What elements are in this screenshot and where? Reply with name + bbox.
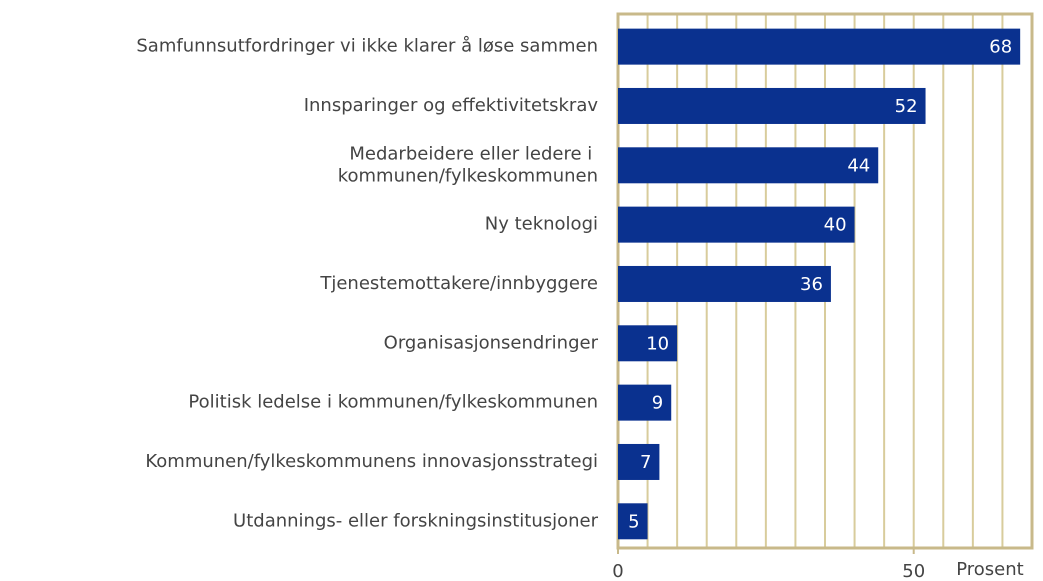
bar	[618, 265, 831, 302]
y-tick-label: Kommunen/fylkeskommunens innovasjonsstra…	[145, 451, 598, 472]
bar	[618, 147, 879, 184]
data-label: 44	[847, 155, 870, 176]
bar	[618, 325, 678, 362]
x-tick-label: 50	[902, 561, 925, 581]
label-line: kommunen/fylkeskommunen	[338, 165, 598, 186]
bar	[618, 503, 648, 540]
y-tick-label: Politisk ledelse i kommunen/fylkeskommun…	[188, 392, 598, 413]
y-tick-label: Organisasjonsendringer	[384, 332, 599, 353]
y-tick-label: Innsparinger og effektivitetskrav	[304, 95, 599, 116]
y-tick-label: Tjenestemottakere/innbyggere	[319, 273, 598, 294]
x-tick-label: 0	[612, 561, 623, 581]
data-label: 7	[640, 452, 651, 473]
bar	[618, 28, 1021, 65]
bar	[618, 384, 672, 421]
bar	[618, 443, 660, 480]
data-label: 5	[628, 511, 639, 532]
label-line: Medarbeidere eller ledere i	[349, 143, 598, 164]
y-tick-label: Ny teknologi	[485, 214, 598, 235]
data-label: 9	[652, 393, 663, 414]
data-label: 36	[800, 274, 823, 295]
y-tick-label: Medarbeidere eller ledere i kommunen/fyl…	[338, 143, 598, 186]
data-label: 68	[989, 37, 1012, 58]
bar	[618, 87, 926, 124]
y-tick-label: Samfunnsutfordringer vi ikke klarer å lø…	[136, 36, 598, 57]
bar	[618, 206, 855, 243]
data-label: 40	[824, 215, 847, 236]
data-label: 52	[895, 96, 918, 117]
data-label: 10	[646, 333, 669, 354]
y-tick-label: Utdannings- eller forskningsinstitusjone…	[233, 510, 599, 531]
x-axis-label: Prosent	[956, 559, 1023, 580]
